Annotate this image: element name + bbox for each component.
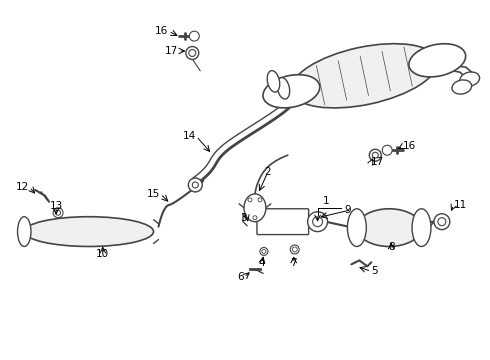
Ellipse shape [313,217,322,227]
Ellipse shape [262,249,266,253]
Ellipse shape [53,208,63,218]
Text: 3: 3 [241,213,247,223]
Ellipse shape [369,149,381,161]
Ellipse shape [189,50,196,57]
Ellipse shape [18,217,31,247]
Ellipse shape [357,209,421,247]
Ellipse shape [55,210,61,215]
Ellipse shape [192,182,198,188]
Ellipse shape [372,152,378,158]
Text: 6: 6 [237,272,244,282]
Text: 16: 16 [155,26,169,36]
Ellipse shape [290,245,299,254]
Ellipse shape [263,75,320,108]
Text: 11: 11 [454,200,467,210]
Ellipse shape [291,44,438,108]
Text: 17: 17 [371,157,385,167]
Ellipse shape [188,178,202,192]
Text: 14: 14 [183,131,196,141]
Ellipse shape [382,145,392,155]
Ellipse shape [248,198,252,202]
Ellipse shape [186,46,199,59]
Text: 4: 4 [259,258,265,268]
Ellipse shape [267,71,280,92]
Text: 2: 2 [265,167,271,177]
Text: 7: 7 [291,258,297,268]
Ellipse shape [24,217,153,247]
Ellipse shape [189,31,199,41]
Text: 1: 1 [322,196,329,206]
Ellipse shape [260,247,268,255]
Ellipse shape [412,209,431,247]
Ellipse shape [452,80,472,94]
Text: 9: 9 [345,205,351,215]
Text: 12: 12 [16,182,29,192]
Text: 13: 13 [49,201,63,211]
Ellipse shape [409,44,465,77]
Ellipse shape [460,72,480,86]
Text: 16: 16 [403,141,416,151]
Ellipse shape [347,209,367,247]
Text: 5: 5 [371,266,378,276]
Text: 8: 8 [388,243,394,252]
Ellipse shape [434,214,450,230]
Ellipse shape [258,198,262,202]
Text: 15: 15 [147,189,161,199]
Text: 10: 10 [96,249,109,260]
Ellipse shape [438,218,446,226]
FancyBboxPatch shape [257,209,309,235]
Ellipse shape [244,194,266,222]
Ellipse shape [292,247,297,252]
Text: 17: 17 [165,46,178,56]
Ellipse shape [277,77,290,99]
Ellipse shape [253,216,257,220]
Ellipse shape [308,212,327,231]
